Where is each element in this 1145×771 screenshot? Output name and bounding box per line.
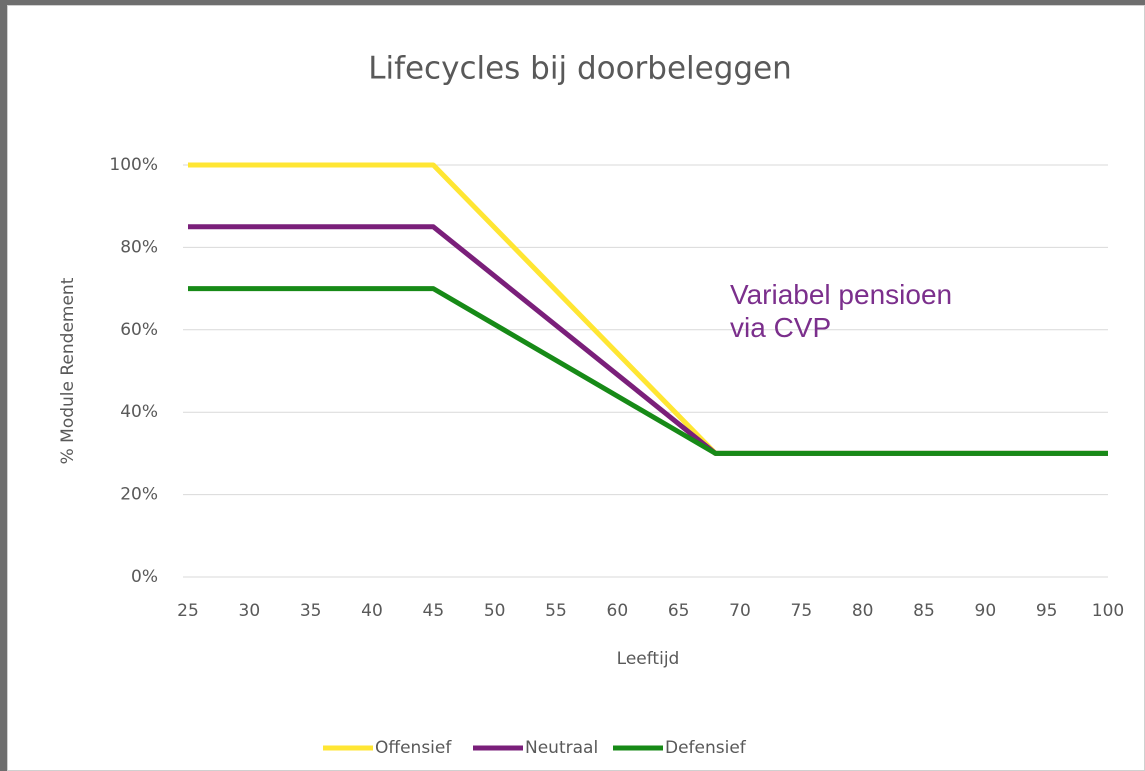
x-tick-label: 90 <box>975 601 997 621</box>
x-tick-label: 75 <box>791 601 813 621</box>
x-tick-label: 70 <box>729 601 751 621</box>
chart-title: Lifecycles bij doorbeleggen <box>368 51 792 87</box>
annotation: Variabel pensioen via CVP <box>730 279 953 343</box>
y-tick-label: 20% <box>120 485 158 505</box>
series-line <box>188 224 1108 456</box>
legend-label: Offensief <box>375 738 452 758</box>
legend-label: Defensief <box>665 738 747 758</box>
y-tick-label: 100% <box>109 155 158 175</box>
series-line <box>188 286 1108 456</box>
x-tick-label: 45 <box>423 601 445 621</box>
x-tick-label: 80 <box>852 601 874 621</box>
x-tick-label: 35 <box>300 601 322 621</box>
series-line <box>188 162 1108 456</box>
x-tick-label: 95 <box>1036 601 1058 621</box>
x-tick-label: 65 <box>668 601 690 621</box>
x-tick-label: 60 <box>607 601 629 621</box>
x-tick-label: 85 <box>913 601 935 621</box>
x-tick-label: 30 <box>239 601 261 621</box>
x-tick-label: 100 <box>1092 601 1124 621</box>
chart-frame <box>7 5 1145 771</box>
y-axis-label: % Module Rendement <box>58 277 78 464</box>
x-tick-label: 50 <box>484 601 506 621</box>
x-tick-label: 40 <box>361 601 383 621</box>
x-tick-label: 25 <box>177 601 199 621</box>
x-tick-label: 55 <box>545 601 567 621</box>
y-tick-label: 60% <box>120 320 158 340</box>
y-tick-label: 80% <box>120 237 158 257</box>
x-axis-label: Leeftijd <box>617 649 680 669</box>
y-tick-label: 0% <box>131 567 158 587</box>
legend-label: Neutraal <box>525 738 598 758</box>
y-tick-label: 40% <box>120 402 158 422</box>
